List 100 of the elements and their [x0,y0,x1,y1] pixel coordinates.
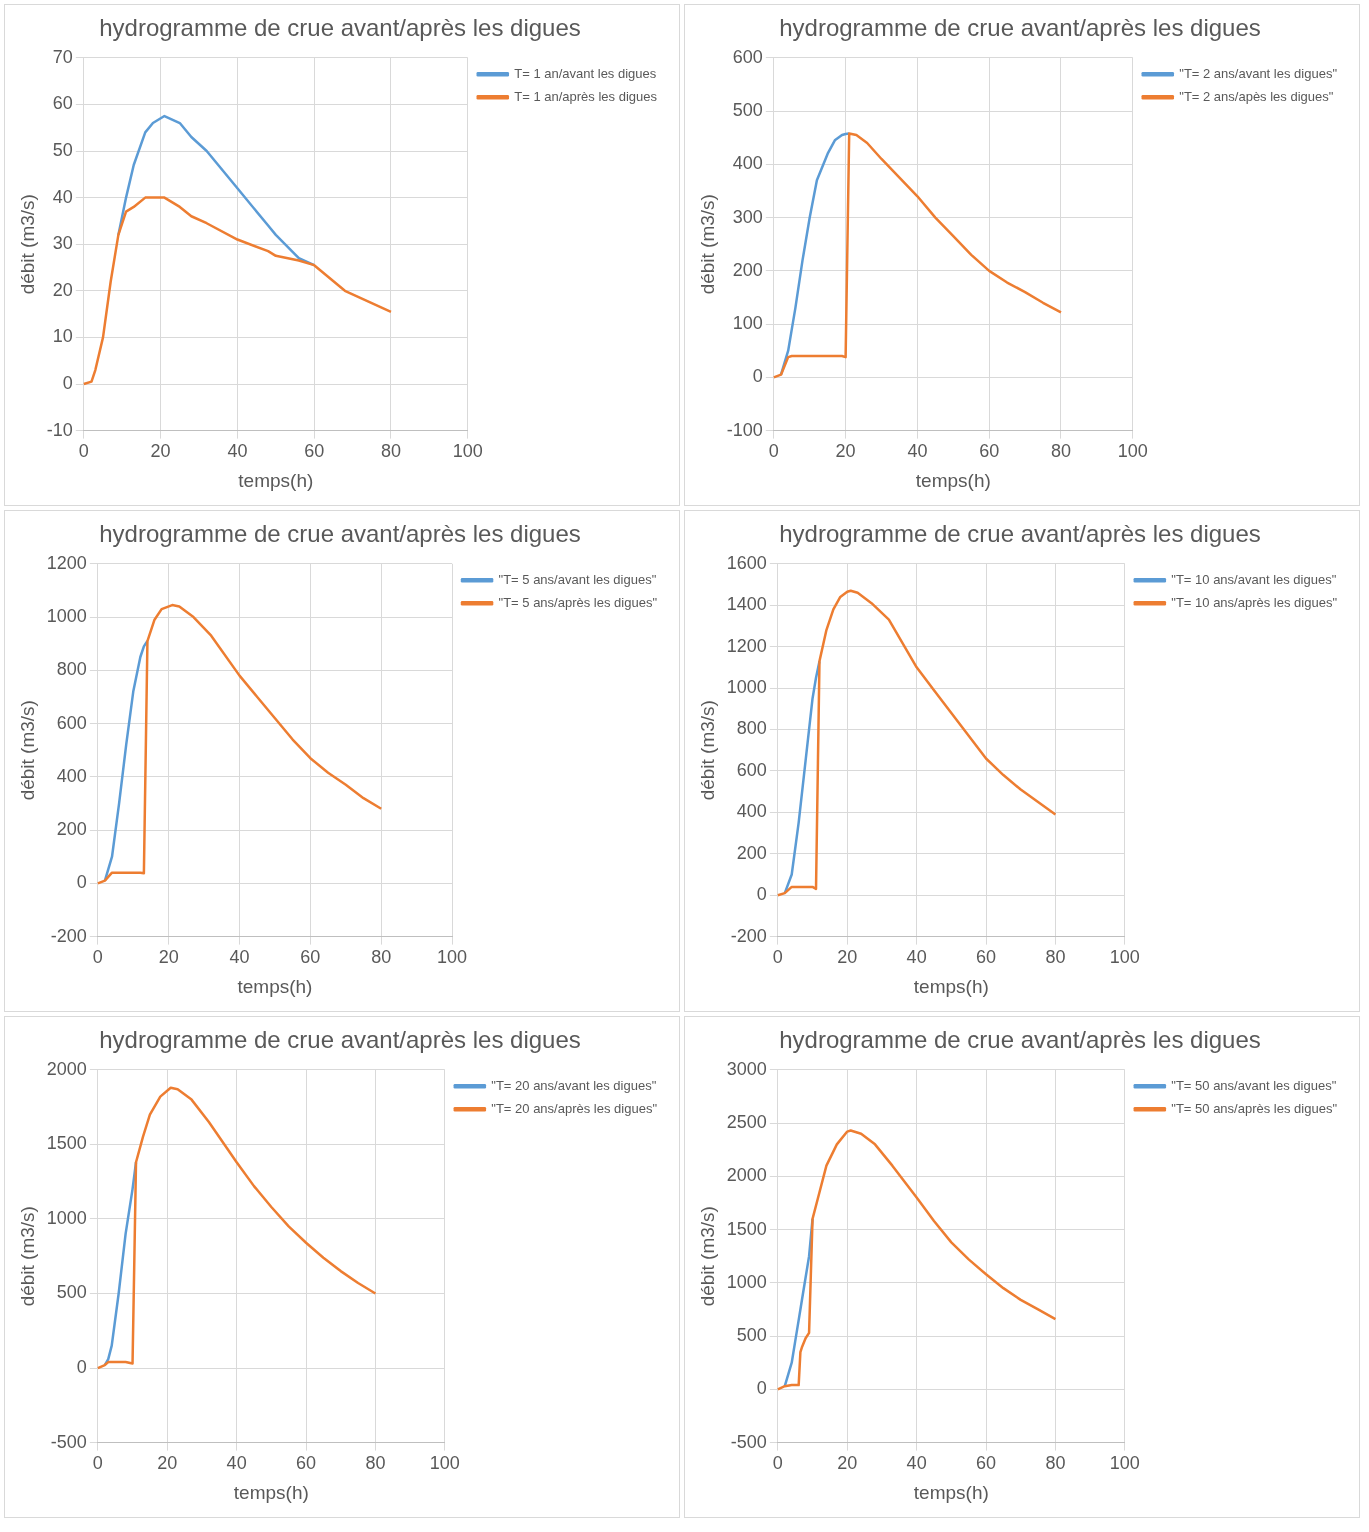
y-axis-title: débit (m3/s) [16,1206,38,1307]
chart-title: hydrogramme de crue avant/après les digues [99,1026,581,1054]
x-tick-label: 100 [437,947,468,968]
chart-title: hydrogramme de crue avant/après les digues [779,1026,1261,1054]
x-tick-label: 80 [371,947,392,968]
y-tick-label: 500 [56,1282,87,1303]
x-tick-label: 0 [772,1453,783,1474]
legend-label: "T= 5 ans/avant les digues" [498,571,657,587]
y-tick-label: 20 [52,279,73,300]
y-tick-label: 400 [736,801,767,822]
x-tick-label: 20 [150,441,171,462]
y-tick-label: 60 [52,93,73,114]
y-tick-label: 400 [56,765,87,786]
y-tick-label: 70 [52,46,73,67]
legend-label: T= 1 an/avant les digues [514,65,657,81]
y-axis-title: débit (m3/s) [696,194,718,295]
x-tick-label: 80 [1050,441,1071,462]
y-tick-label: -100 [726,419,763,440]
y-tick-label: 40 [52,186,73,207]
x-tick-label: 80 [1045,1453,1066,1474]
y-tick-label: 600 [56,712,87,733]
legend-label: "T= 20 ans/avant les digues" [491,1077,657,1093]
x-axis-title: temps(h) [913,975,989,997]
y-tick-label: -200 [50,925,87,946]
x-tick-label: 0 [92,947,103,968]
legend-label: T= 1 an/après les digues [514,88,658,104]
y-tick-label: 10 [52,326,73,347]
x-tick-label: 60 [976,947,997,968]
y-tick-label: 800 [736,718,767,739]
x-tick-label: 60 [976,1453,997,1474]
y-tick-label: -200 [730,925,767,946]
y-tick-label: 1500 [726,1218,767,1239]
y-tick-label: 30 [52,233,73,254]
x-tick-label: 20 [837,1453,858,1474]
y-tick-label: 500 [736,1325,767,1346]
chart-title: hydrogramme de crue avant/après les digues [99,520,581,548]
y-tick-label: 1000 [46,606,87,627]
y-tick-label: 0 [62,372,73,393]
legend-label: "T= 2 ans/avant les digues" [1179,65,1338,81]
y-tick-label: -500 [50,1431,87,1452]
chart-title: hydrogramme de crue avant/après les digues [99,14,581,42]
legend-label: "T= 50 ans/après les digues" [1171,1100,1338,1116]
y-tick-label: 300 [732,206,763,227]
x-tick-label: 100 [429,1453,460,1474]
y-tick-label: 200 [736,842,767,863]
legend-label: "T= 10 ans/avant les digues" [1171,571,1337,587]
x-tick-label: 20 [837,947,858,968]
y-axis-title: débit (m3/s) [16,700,38,801]
x-tick-label: 0 [92,1453,103,1474]
x-tick-label: 40 [907,441,928,462]
y-tick-label: -10 [46,419,73,440]
y-tick-label: 0 [756,1378,767,1399]
y-tick-label: 50 [52,139,73,160]
y-tick-label: 2000 [726,1165,767,1186]
y-tick-label: 1600 [726,552,767,573]
y-tick-label: 1200 [46,552,87,573]
y-tick-label: 1000 [726,1271,767,1292]
y-tick-label: 200 [56,819,87,840]
x-tick-label: 40 [906,947,927,968]
legend-label: "T= 10 ans/après les digues" [1171,594,1338,610]
y-tick-label: 0 [756,884,767,905]
x-axis-title: temps(h) [913,1481,989,1503]
x-tick-label: 40 [227,441,248,462]
y-tick-label: 500 [732,100,763,121]
x-tick-label: 40 [906,1453,927,1474]
legend-label: "T= 2 ans/apès les digues" [1179,88,1334,104]
y-tick-label: 0 [752,366,763,387]
x-axis-title: temps(h) [915,469,991,491]
legend-label: "T= 50 ans/avant les digues" [1171,1077,1337,1093]
x-axis-title: temps(h) [237,975,313,997]
y-tick-label: 2000 [46,1058,87,1079]
x-tick-label: 60 [296,1453,317,1474]
x-tick-label: 20 [157,1453,178,1474]
x-tick-label: 100 [1109,947,1140,968]
x-tick-label: 100 [1109,1453,1140,1474]
y-tick-label: 400 [732,153,763,174]
x-tick-label: 60 [300,947,321,968]
y-tick-label: -500 [730,1431,767,1452]
x-tick-label: 0 [772,947,783,968]
x-tick-label: 60 [304,441,325,462]
x-tick-label: 80 [365,1453,386,1474]
y-tick-label: 0 [76,872,87,893]
legend-label: "T= 20 ans/après les digues" [491,1100,658,1116]
x-tick-label: 100 [1117,441,1148,462]
y-tick-label: 1000 [726,677,767,698]
y-tick-label: 100 [732,313,763,334]
y-axis-title: débit (m3/s) [696,700,718,801]
x-tick-label: 80 [380,441,401,462]
legend-label: "T= 5 ans/après les digues" [498,594,658,610]
x-axis-title: temps(h) [233,1481,309,1503]
x-tick-label: 80 [1045,947,1066,968]
y-tick-label: 200 [732,259,763,280]
y-tick-label: 3000 [726,1058,767,1079]
x-axis-title: temps(h) [238,469,314,491]
y-tick-label: 1000 [46,1207,87,1228]
x-tick-label: 20 [835,441,856,462]
x-tick-label: 40 [226,1453,247,1474]
x-tick-label: 100 [452,441,483,462]
chart-title: hydrogramme de crue avant/après les digues [779,520,1261,548]
y-tick-label: 1200 [726,635,767,656]
